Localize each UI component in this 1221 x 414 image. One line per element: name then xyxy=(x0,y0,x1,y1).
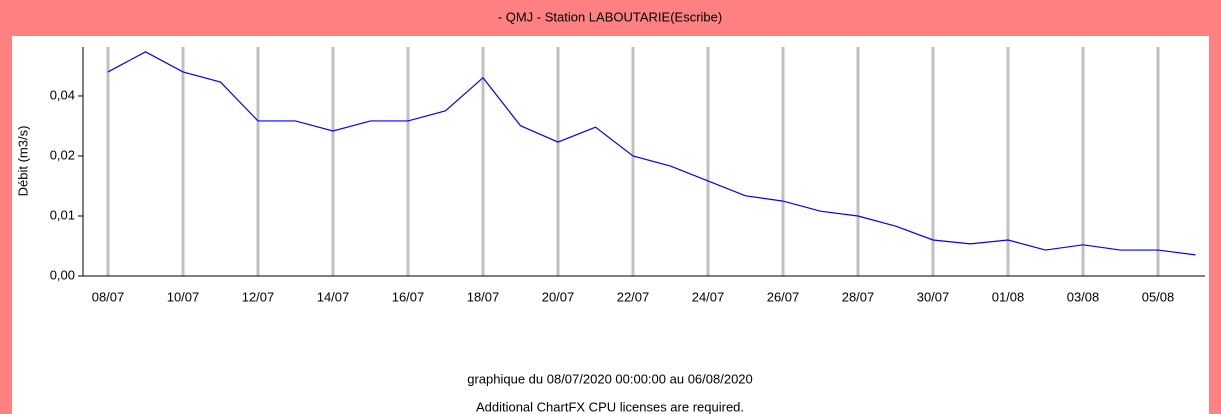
y-tick-label: 0,00 xyxy=(50,267,75,282)
line xyxy=(107,51,1196,256)
x-tick-label: 20/07 xyxy=(542,289,575,304)
x-tick-label: 18/07 xyxy=(467,289,500,304)
x-tick-label: 30/07 xyxy=(917,289,950,304)
x-tick-label: 12/07 xyxy=(242,289,275,304)
footer: graphique du 08/07/2020 00:00:00 au 06/0… xyxy=(467,371,753,386)
y-tick-label: 0,04 xyxy=(50,87,75,102)
x-tick-label: 03/08 xyxy=(1067,289,1100,304)
x-tick-label: 16/07 xyxy=(392,289,425,304)
panel xyxy=(12,36,1209,414)
chart-title: - QMJ - Station LABOUTARIE(Escribe) xyxy=(498,9,722,24)
x-tick-label: 22/07 xyxy=(617,289,650,304)
x-tick-label: 26/07 xyxy=(767,289,800,304)
x-tick-label: 08/07 xyxy=(92,289,125,304)
x-tick-label: 28/07 xyxy=(842,289,875,304)
y-axis-label: Débit (m3/s) xyxy=(15,126,30,197)
y-tick-label: 0,02 xyxy=(50,147,75,162)
y-tick-label: 0,01 xyxy=(50,207,75,222)
x-tick-label: 24/07 xyxy=(692,289,725,304)
x-tick-label: 05/08 xyxy=(1142,289,1175,304)
x-tick-label: 10/07 xyxy=(167,289,200,304)
x-tick-label: 14/07 xyxy=(317,289,350,304)
x-tick-label: 01/08 xyxy=(992,289,1025,304)
notice: Additional ChartFX CPU licenses are requ… xyxy=(476,399,744,414)
